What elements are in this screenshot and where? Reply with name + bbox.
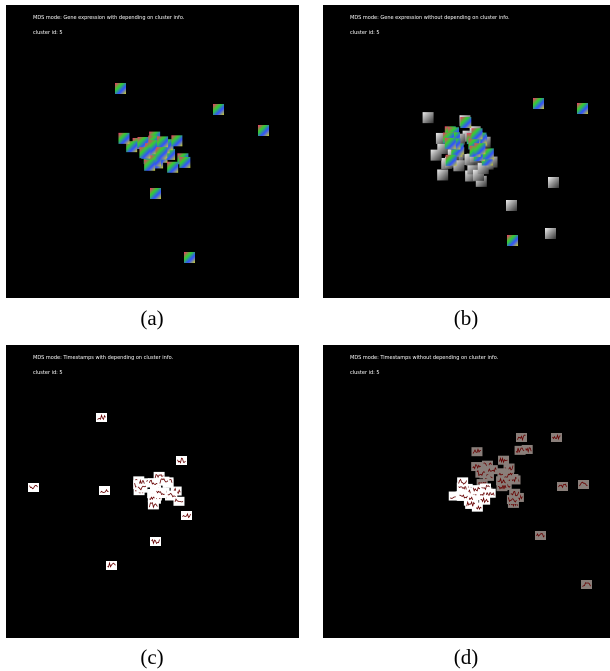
glyph xyxy=(472,128,483,139)
glyph xyxy=(157,136,168,147)
glyph xyxy=(171,135,182,146)
caption: (b) xyxy=(454,306,479,330)
glyph xyxy=(167,162,178,173)
glyph xyxy=(179,157,190,168)
glyph xyxy=(118,133,129,144)
glyph xyxy=(258,125,269,136)
glyph xyxy=(156,147,167,158)
glyph xyxy=(437,169,448,180)
glyph xyxy=(445,138,456,149)
glyph xyxy=(506,200,517,211)
caption: (c) xyxy=(140,645,163,669)
glyph xyxy=(577,103,588,114)
glyph xyxy=(446,155,457,166)
glyph xyxy=(507,235,518,246)
glyph xyxy=(479,496,490,505)
cluster-label: cluster id: 5 xyxy=(33,30,63,36)
panel xyxy=(323,5,610,298)
mode-label: MDS mode: Gene expression with depending… xyxy=(33,15,185,21)
glyph xyxy=(533,98,544,109)
glyph xyxy=(99,486,110,495)
mode-label: MDS mode: Timestamps with depending on c… xyxy=(33,355,174,361)
glyph xyxy=(423,112,434,123)
glyph xyxy=(475,469,486,478)
glyph xyxy=(115,83,126,94)
glyph xyxy=(474,143,485,154)
mode-label: MDS mode: Gene expression without depend… xyxy=(350,15,510,21)
figure: MDS mode: Gene expression with depending… xyxy=(0,0,610,671)
caption: (d) xyxy=(454,645,479,669)
glyph xyxy=(139,147,150,158)
caption: (a) xyxy=(140,306,163,330)
cluster-label: cluster id: 5 xyxy=(33,370,63,376)
glyph xyxy=(184,252,195,263)
glyph xyxy=(150,188,161,199)
glyph xyxy=(578,480,589,489)
glyph xyxy=(545,228,556,239)
glyph xyxy=(548,177,559,188)
mode-label: MDS mode: Timestamps without depending o… xyxy=(350,355,499,361)
cluster-label: cluster id: 5 xyxy=(350,370,380,376)
cluster-label: cluster id: 5 xyxy=(350,30,380,36)
glyph xyxy=(460,117,471,128)
glyph xyxy=(213,104,224,115)
glyph xyxy=(144,160,155,171)
glyph xyxy=(581,580,592,589)
